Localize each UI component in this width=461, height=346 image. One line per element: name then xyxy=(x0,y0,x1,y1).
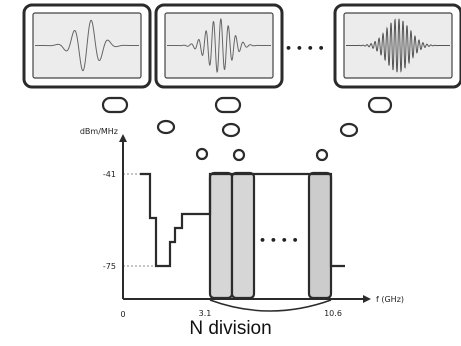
pulse-waveform xyxy=(346,18,450,73)
panel-ellipsis: • • • • xyxy=(285,42,325,55)
y-tick-label: -75 xyxy=(103,262,116,271)
x-tick-label: 3.1 xyxy=(199,309,212,318)
x-axis-label: f (GHz) xyxy=(376,295,404,304)
waveform-panel-left xyxy=(22,3,152,89)
pulse-waveform xyxy=(167,17,271,74)
waveform-panel-middle xyxy=(154,3,284,89)
sub-band-2 xyxy=(230,171,256,300)
x-tick-label: 0 xyxy=(120,310,125,319)
n-division-brace xyxy=(209,299,332,312)
band-ellipsis: • • • • xyxy=(259,234,299,247)
y-tick-label: -41 xyxy=(103,170,116,179)
pulse-waveform xyxy=(35,19,139,72)
x-axis-arrow-icon xyxy=(363,295,371,303)
bubble-chain-left xyxy=(101,96,209,161)
bubble-chain-right xyxy=(315,96,393,162)
caption: N division xyxy=(189,318,272,339)
y-axis-arrow-icon xyxy=(119,134,127,142)
sub-band-1 xyxy=(208,171,234,300)
sub-band-n xyxy=(307,171,333,300)
x-tick-label: 10.6 xyxy=(324,309,342,318)
bubble-chain-middle xyxy=(214,96,246,162)
spectral-mask xyxy=(140,172,345,268)
y-axis-label: dBm/MHz xyxy=(80,127,118,136)
axes xyxy=(122,140,365,300)
waveform-panel-right xyxy=(333,3,461,89)
